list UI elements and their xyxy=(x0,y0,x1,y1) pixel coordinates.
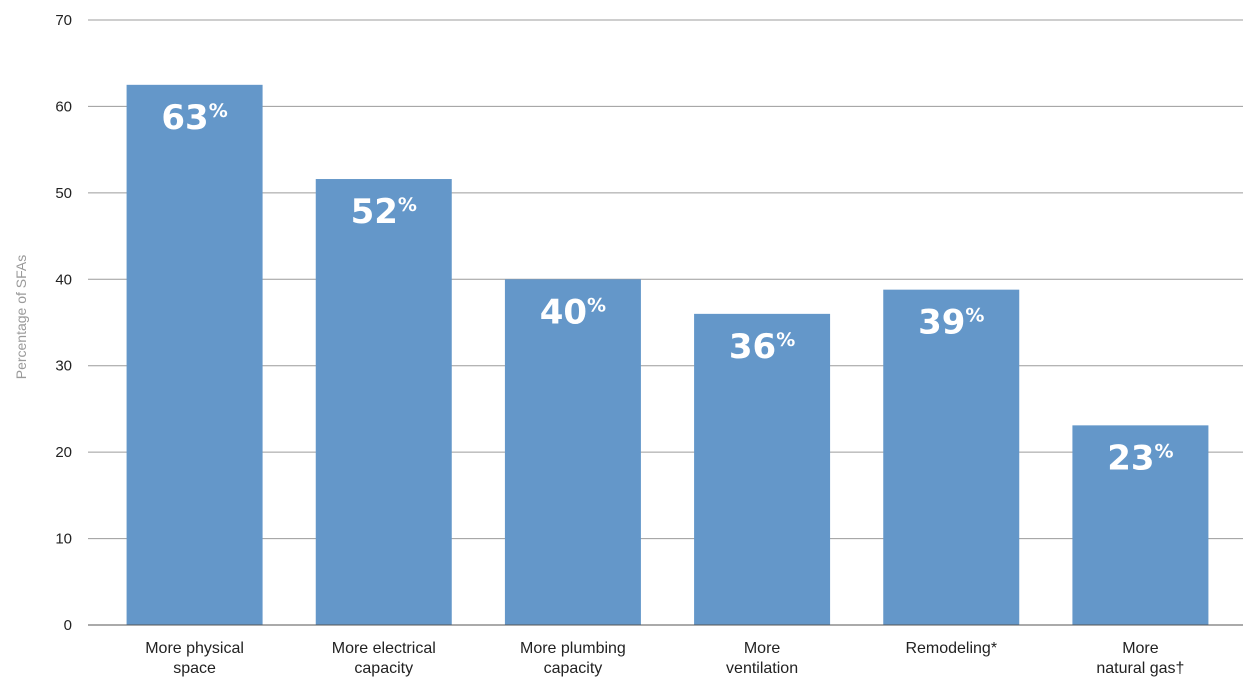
y-tick-label: 60 xyxy=(55,98,72,115)
x-category-label: ventilation xyxy=(726,660,798,677)
data-label: 36% xyxy=(729,327,795,367)
data-label: 63% xyxy=(161,98,227,138)
x-category-label: capacity xyxy=(544,660,603,677)
x-category-label: Remodeling* xyxy=(905,640,997,657)
gridlines xyxy=(88,19,1243,540)
x-category-label: natural gas† xyxy=(1096,660,1184,677)
x-category-label: More xyxy=(744,640,781,657)
y-tick-label: 20 xyxy=(55,444,72,461)
data-label: 40% xyxy=(540,292,606,332)
x-category-label: More plumbing xyxy=(520,640,626,657)
bar xyxy=(883,289,1020,625)
y-tick-label: 10 xyxy=(55,531,72,548)
data-labels: 63% 52% 40% 36% 39% 23% xyxy=(161,98,1173,479)
y-tick-label: 70 xyxy=(55,12,72,29)
x-category-label: More physical xyxy=(145,640,244,657)
bar xyxy=(694,313,831,625)
bar xyxy=(315,179,452,625)
data-label: 23% xyxy=(1107,438,1173,478)
y-axis-ticks: 0 10 20 30 40 50 60 70 xyxy=(55,12,72,634)
y-tick-label: 30 xyxy=(55,358,72,375)
x-category-label: More xyxy=(1122,640,1159,657)
x-category-label: More electrical xyxy=(332,640,436,657)
x-category-label: capacity xyxy=(354,660,413,677)
data-label: 52% xyxy=(351,192,417,232)
category-labels: More physical space More electrical capacit… xyxy=(145,640,1184,677)
bars xyxy=(126,84,1209,626)
y-tick-label: 40 xyxy=(55,271,72,288)
y-tick-label: 0 xyxy=(64,617,72,634)
x-category-label: space xyxy=(173,660,216,677)
data-label: 39% xyxy=(918,303,984,343)
y-axis-title: Percentage of SFAs xyxy=(13,255,29,380)
y-tick-label: 50 xyxy=(55,185,72,202)
bar xyxy=(504,279,641,625)
bar xyxy=(126,84,263,626)
bar xyxy=(1072,425,1209,625)
